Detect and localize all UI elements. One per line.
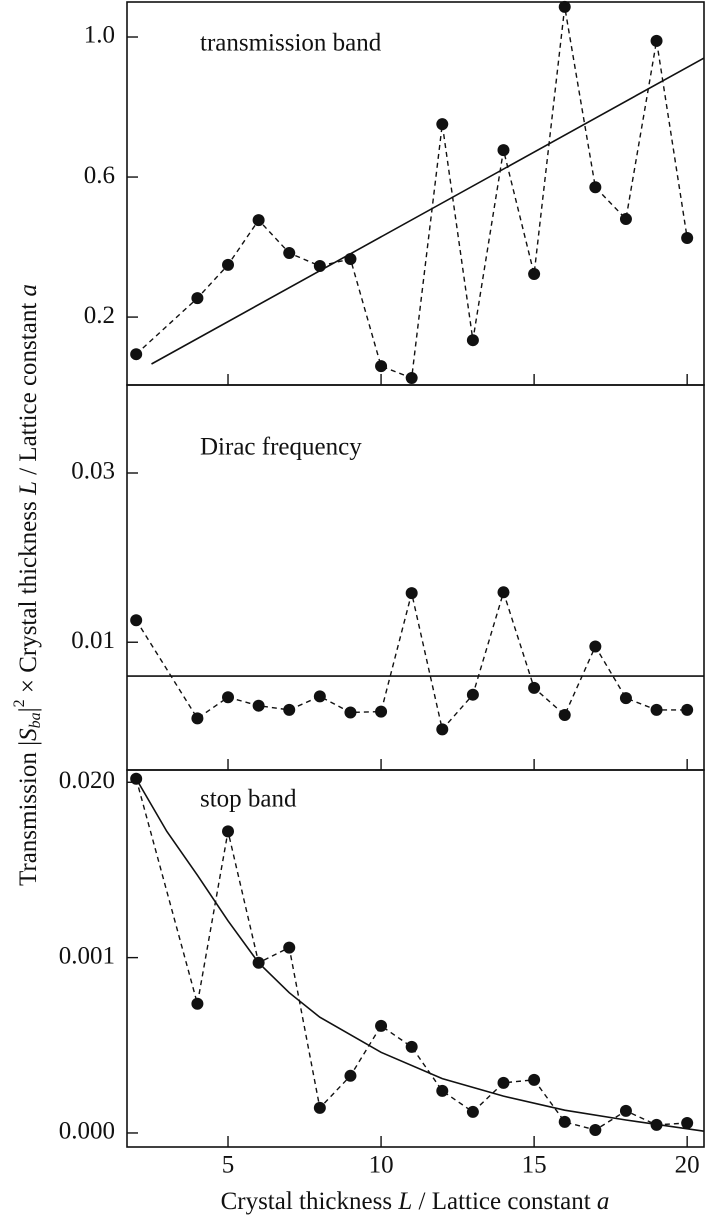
- data-point: [436, 1084, 449, 1097]
- data-point: [589, 1123, 602, 1136]
- data-point: [558, 0, 571, 13]
- data-point: [681, 231, 694, 244]
- x-tick-label: 10: [369, 1152, 394, 1179]
- x-label-part: Crystal thickness: [221, 1188, 399, 1215]
- data-point: [466, 334, 479, 347]
- data-point: [344, 706, 357, 719]
- data-point: [466, 1105, 479, 1118]
- y-axis-label: Transmission |Sba|2 × Crystal thickness …: [11, 284, 44, 886]
- y-tick-label: 0.01: [71, 627, 115, 654]
- panel-annotation: transmission band: [200, 30, 382, 57]
- data-point: [405, 371, 418, 384]
- data-point: [558, 1115, 571, 1128]
- data-point: [681, 1116, 694, 1129]
- data-point: [589, 181, 602, 194]
- data-point: [130, 614, 143, 627]
- y-label-part: / Lattice constant: [15, 296, 42, 481]
- fit-line: [135, 778, 705, 1133]
- data-point: [375, 705, 388, 718]
- y-label-part: L: [15, 481, 42, 496]
- data-point: [405, 1040, 418, 1053]
- data-point: [313, 259, 326, 272]
- x-axis-label: Crystal thickness L / Lattice constant a: [221, 1188, 610, 1215]
- data-point: [191, 997, 204, 1010]
- panel-annotation: Dirac frequency: [200, 434, 362, 461]
- data-point: [681, 703, 694, 716]
- data-line: [135, 589, 688, 731]
- data-point: [252, 956, 265, 969]
- data-point: [405, 587, 418, 600]
- data-point: [313, 1101, 326, 1114]
- data-point: [191, 292, 204, 305]
- data-point: [528, 1073, 541, 1086]
- data-point: [344, 252, 357, 265]
- data-line: [135, 6, 688, 379]
- panel-annotation: stop band: [200, 786, 297, 813]
- data-point: [650, 703, 663, 716]
- y-label-part: a: [15, 284, 42, 297]
- data-point: [375, 1019, 388, 1032]
- data-point: [650, 34, 663, 47]
- data-point: [375, 360, 388, 373]
- y-tick-label: 1.0: [84, 22, 115, 49]
- data-point: [344, 1069, 357, 1082]
- y-label-part: ba: [27, 712, 44, 728]
- data-point: [130, 772, 143, 785]
- data-point: [222, 258, 235, 271]
- data-point: [436, 118, 449, 131]
- y-label-part: S: [15, 728, 42, 741]
- data-point: [252, 699, 265, 712]
- plot-frame: [126, 769, 705, 1148]
- data-point: [191, 712, 204, 725]
- fit-line: [151, 57, 705, 365]
- x-tick-label: 20: [675, 1152, 700, 1179]
- x-tick-label: 15: [522, 1152, 547, 1179]
- data-point: [222, 825, 235, 838]
- data-point: [558, 709, 571, 721]
- x-label-part: L: [397, 1188, 412, 1215]
- data-point: [283, 703, 296, 716]
- y-tick-label: 0.03: [71, 458, 115, 485]
- y-label-part: Transmission |: [15, 741, 42, 886]
- y-tick-label: 0.000: [59, 1118, 115, 1145]
- y-label-part: ba: [27, 712, 44, 728]
- data-point: [619, 1104, 632, 1117]
- y-tick-label: 0.020: [59, 767, 115, 794]
- x-label-part: / Lattice constant: [412, 1188, 597, 1215]
- data-point: [589, 640, 602, 653]
- data-point: [650, 1118, 663, 1131]
- y-label-part: 2: [11, 699, 28, 707]
- plot-frame: [126, 1, 705, 386]
- data-point: [466, 688, 479, 701]
- y-tick-label: 0.6: [84, 162, 115, 189]
- data-point: [497, 144, 510, 157]
- data-line: [135, 778, 688, 1131]
- x-tick-label: 5: [222, 1152, 235, 1179]
- data-point: [497, 586, 510, 599]
- data-point: [283, 247, 296, 260]
- x-label-part: a: [597, 1188, 610, 1215]
- data-point: [528, 681, 541, 694]
- y-label-part: |: [15, 707, 42, 712]
- data-point: [283, 941, 296, 954]
- data-point: [619, 213, 632, 226]
- y-tick-label: 0.2: [84, 302, 115, 329]
- data-point: [222, 691, 235, 704]
- y-label-part: × Crystal thickness: [15, 495, 42, 699]
- data-point: [619, 692, 632, 705]
- data-point: [252, 214, 265, 227]
- data-point: [497, 1076, 510, 1089]
- data-point: [528, 268, 541, 281]
- y-tick-label: 0.001: [59, 942, 115, 969]
- data-point: [130, 348, 143, 361]
- data-point: [436, 723, 449, 736]
- data-point: [313, 690, 326, 703]
